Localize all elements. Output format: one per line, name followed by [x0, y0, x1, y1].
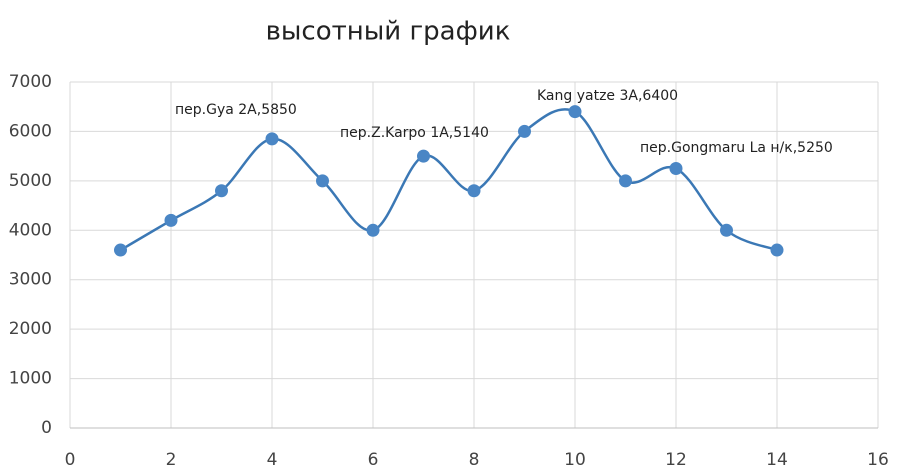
data-point [316, 174, 329, 188]
y-tick-label: 4000 [9, 220, 52, 240]
annotation: пер.Z.Karpo 1А,5140 [340, 125, 489, 141]
data-point [164, 213, 178, 227]
x-tick-label: 0 [65, 450, 76, 470]
data-point [114, 243, 127, 257]
data-point [568, 105, 582, 119]
x-tick-label: 8 [469, 450, 480, 470]
x-tick-label: 16 [867, 450, 889, 470]
y-tick-label: 6000 [9, 121, 52, 141]
data-point [417, 149, 430, 163]
data-point [215, 184, 228, 198]
x-tick-label: 4 [267, 450, 278, 470]
annotation: пер.Gya 2А,5850 [175, 102, 297, 118]
y-tick-label: 2000 [9, 319, 52, 339]
data-point [265, 132, 279, 146]
y-tick-label: 1000 [9, 369, 52, 389]
data-point [669, 162, 683, 175]
data-point [770, 243, 784, 257]
data-point [366, 223, 380, 237]
annotation: пер.Gongmaru La н/к,5250 [640, 140, 833, 156]
x-tick-label: 12 [665, 450, 687, 470]
data-point [467, 184, 481, 198]
annotation: Kang yatze 3А,6400 [537, 88, 678, 104]
data-point [720, 223, 733, 237]
y-tick-label: 5000 [9, 171, 52, 191]
data-line [119, 108, 778, 252]
y-tick-label: 7000 [9, 72, 52, 92]
x-tick-label: 10 [564, 450, 586, 470]
x-tick-label: 2 [166, 450, 177, 470]
x-tick-label: 6 [368, 450, 379, 470]
y-tick-label: 3000 [9, 270, 52, 290]
x-tick-label: 14 [766, 450, 788, 470]
data-point [619, 174, 632, 188]
data-point [518, 124, 531, 138]
chart-title: высотный график [266, 17, 511, 47]
y-tick-label: 0 [41, 418, 52, 438]
